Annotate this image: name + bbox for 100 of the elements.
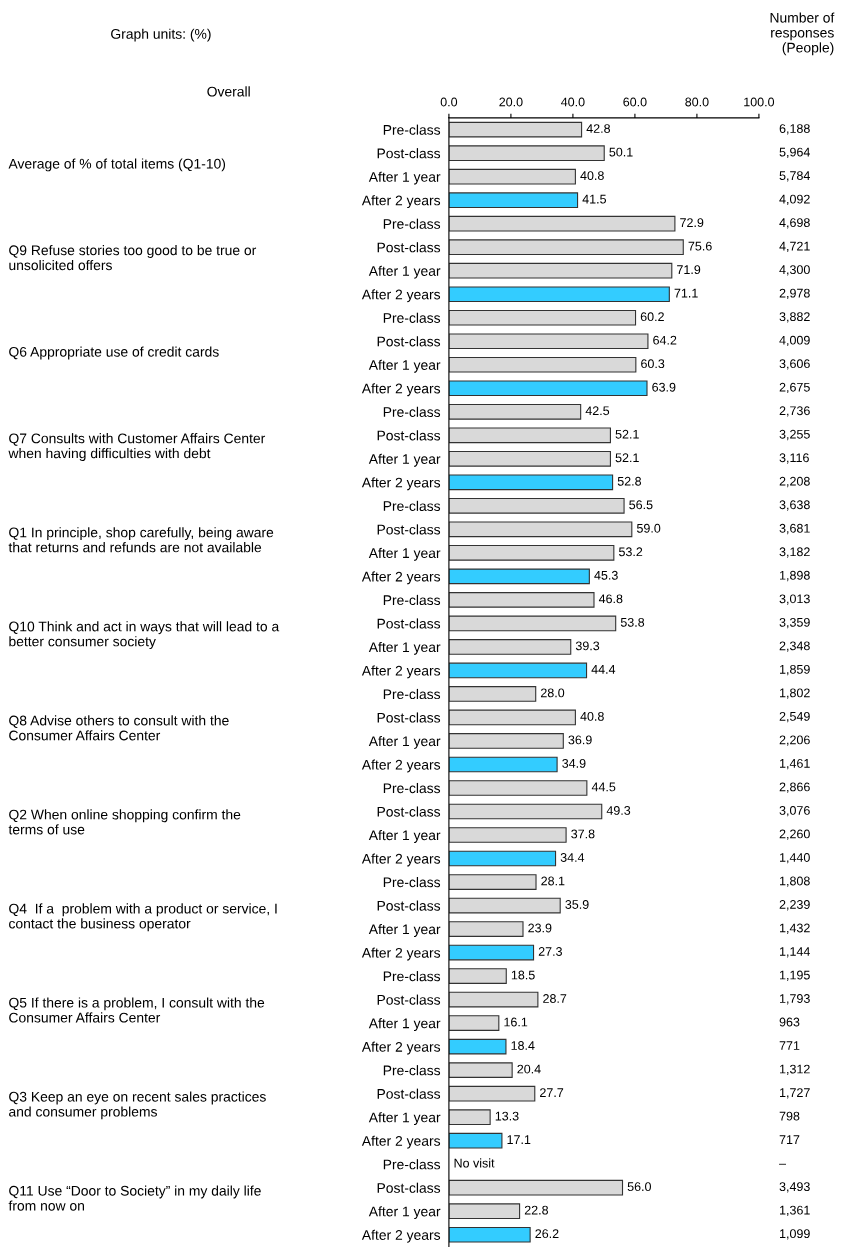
bar bbox=[448, 1038, 507, 1055]
text: 1,859 bbox=[780, 664, 810, 676]
data-label: 50.1 bbox=[609, 147, 633, 157]
bar bbox=[448, 1109, 491, 1126]
data-label: 56.0 bbox=[627, 1182, 651, 1192]
data-label: 27.3 bbox=[538, 947, 562, 956]
data-label: 22.8 bbox=[524, 1205, 549, 1215]
text: 2,736 bbox=[779, 406, 810, 417]
text: 1,898 bbox=[780, 570, 810, 582]
text: 3,116 bbox=[779, 453, 809, 464]
text: 1,802 bbox=[780, 688, 810, 699]
text: Q2 When online shopping confirm the terms of use bbox=[8, 809, 241, 835]
data-label: 42.8 bbox=[586, 124, 611, 133]
y-tick-label: Pre-class bbox=[383, 1065, 441, 1076]
y-tick-label: After 1 year bbox=[368, 547, 441, 561]
bar bbox=[448, 309, 637, 326]
data-label: 34.9 bbox=[562, 758, 586, 768]
y-tick-label: After 1 year bbox=[368, 171, 441, 185]
bar bbox=[448, 662, 588, 679]
text: 4,009 bbox=[779, 335, 810, 347]
y-tick-label: Post-class bbox=[377, 336, 441, 347]
y-tick-label: After 1 year bbox=[368, 265, 441, 279]
y-tick-label: Pre-class bbox=[383, 688, 441, 700]
text: Q6 Appropriate use of credit cards bbox=[9, 346, 219, 360]
y-tick-label: Post-class bbox=[377, 618, 441, 629]
text: 1,144 bbox=[780, 947, 810, 958]
bar bbox=[448, 1203, 521, 1220]
y-tick-label: After 1 year bbox=[368, 829, 441, 843]
bar bbox=[448, 1132, 503, 1149]
bar bbox=[448, 215, 676, 232]
x-tick-label: 100.0 bbox=[744, 97, 775, 107]
text: 2,348 bbox=[779, 641, 810, 652]
text: Q8 Advise others to consult with the Consumer Affairs Center bbox=[9, 715, 229, 741]
data-label: 40.8 bbox=[580, 711, 604, 721]
data-label: 35.9 bbox=[565, 900, 589, 909]
text: Q3 Keep an eye on recent sales practices and consumer problems bbox=[9, 1091, 266, 1120]
text: 1,099 bbox=[780, 1229, 810, 1240]
data-label: 16.1 bbox=[504, 1017, 528, 1027]
text: 963 bbox=[779, 1017, 800, 1027]
data-label: 75.6 bbox=[688, 241, 712, 251]
y-tick-label: After 2 years bbox=[361, 571, 441, 585]
text: No visit bbox=[454, 1158, 495, 1168]
bar bbox=[448, 615, 617, 632]
bar bbox=[448, 1085, 536, 1102]
text: 3,638 bbox=[779, 500, 810, 511]
y-tick-label: After 2 years bbox=[361, 1041, 441, 1055]
bar bbox=[448, 521, 633, 538]
bar bbox=[448, 944, 535, 961]
text: 3,882 bbox=[779, 312, 810, 323]
y-tick-label: Pre-class bbox=[383, 406, 441, 417]
bar bbox=[448, 286, 670, 303]
data-label: 13.3 bbox=[495, 1111, 519, 1121]
bar bbox=[448, 968, 507, 984]
y-tick-label: Pre-class bbox=[383, 877, 441, 888]
data-label: 20.4 bbox=[517, 1064, 541, 1074]
data-label: 45.3 bbox=[594, 570, 618, 580]
data-label: 46.8 bbox=[598, 594, 623, 604]
y-tick-label: Pre-class bbox=[383, 971, 441, 982]
text: 2,549 bbox=[779, 711, 810, 723]
text: Q4 If a problem with a product or service, I contact the business operator bbox=[9, 903, 277, 932]
text: 2,206 bbox=[779, 735, 810, 746]
y-tick-label: Post-class bbox=[377, 1088, 441, 1099]
bar bbox=[448, 497, 625, 514]
data-label: 18.5 bbox=[511, 970, 535, 980]
data-label: 53.8 bbox=[620, 617, 645, 627]
bar bbox=[448, 639, 572, 655]
y-tick-label: After 2 years bbox=[361, 947, 441, 961]
data-label: 52.1 bbox=[615, 429, 639, 439]
y-tick-label: After 2 years bbox=[361, 1135, 441, 1149]
text: 771 bbox=[779, 1041, 800, 1050]
y-tick-label: Pre-class bbox=[383, 500, 441, 511]
data-label: 18.4 bbox=[511, 1041, 535, 1050]
x-tick-label: 80.0 bbox=[685, 97, 709, 107]
data-label: 44.5 bbox=[591, 782, 616, 792]
y-tick-label: After 1 year bbox=[368, 1112, 441, 1126]
y-tick-label: Pre-class bbox=[383, 124, 441, 135]
bar bbox=[448, 592, 595, 608]
y-tick-label: After 2 years bbox=[361, 665, 441, 679]
text: 1,793 bbox=[780, 994, 810, 1005]
y-tick-label: Pre-class bbox=[383, 782, 441, 794]
text: 1,461 bbox=[780, 758, 810, 770]
bar bbox=[448, 380, 648, 397]
text: 3,182 bbox=[779, 547, 810, 558]
text: 2,978 bbox=[779, 288, 810, 300]
bar bbox=[448, 1179, 624, 1196]
bar bbox=[448, 262, 673, 279]
y-tick-label: After 2 years bbox=[361, 195, 441, 209]
text: 1,432 bbox=[780, 923, 810, 934]
text: 4,721 bbox=[779, 241, 810, 253]
data-label: 52.1 bbox=[615, 453, 639, 463]
text: 3,255 bbox=[779, 429, 810, 441]
text: 1,361 bbox=[780, 1205, 810, 1217]
y-tick-label: After 2 years bbox=[361, 1229, 441, 1243]
bar bbox=[448, 921, 524, 937]
text: 3,493 bbox=[779, 1182, 810, 1193]
data-label: 44.4 bbox=[591, 665, 616, 674]
data-label: 37.8 bbox=[571, 829, 595, 839]
y-tick-label: Post-class bbox=[377, 524, 441, 535]
y-tick-label: Post-class bbox=[377, 430, 441, 441]
text: Q10 Think and act in ways that will lead to a better consumer society bbox=[9, 621, 280, 650]
